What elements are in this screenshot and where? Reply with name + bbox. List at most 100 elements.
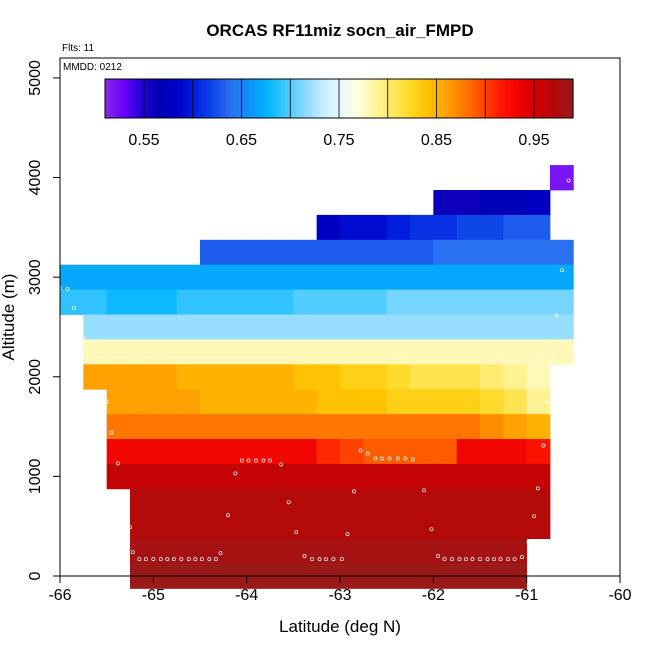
heatmap-cell [246, 439, 271, 465]
heatmap-cell [200, 364, 224, 390]
colorbar-tick-label: 0.85 [421, 132, 452, 149]
colorbar-segment [198, 79, 204, 118]
colorbar-segment [163, 79, 168, 118]
heatmap-cell [246, 463, 271, 490]
heatmap-cell [550, 314, 574, 340]
x-axis-title: Latitude (deg N) [279, 617, 401, 636]
x-tick-label: -61 [515, 587, 538, 604]
heatmap-cell [456, 289, 481, 315]
colorbar-segment [307, 79, 313, 118]
colorbar-segment [342, 79, 348, 118]
heatmap-cell [176, 314, 201, 340]
heatmap-cell [503, 214, 528, 241]
flight-track-point [233, 471, 238, 476]
heatmap-cell [433, 389, 458, 415]
heatmap-cell [340, 389, 364, 415]
flight-track-point [115, 461, 120, 466]
colorbar-segment [210, 79, 215, 118]
heatmap-cell [106, 314, 131, 340]
heatmap-cell [386, 364, 411, 390]
heatmap-cell [316, 488, 341, 515]
heatmap-cell [340, 414, 364, 440]
flight-track-point [179, 557, 184, 562]
colorbar-segment [151, 79, 157, 118]
colorbar-segment [448, 79, 453, 118]
heatmap-cell [223, 538, 248, 564]
colorbar-segment [389, 79, 395, 118]
heatmap-cell [130, 389, 154, 415]
colorbar-segment [374, 79, 379, 118]
heatmap-cell [270, 289, 294, 315]
colorbar-segment [405, 79, 410, 118]
heatmap-cell [433, 339, 458, 365]
heatmap-cell [270, 339, 294, 365]
heatmap-cell [340, 538, 364, 564]
heatmap-cell [130, 414, 154, 440]
heatmap-cell [340, 214, 364, 241]
heatmap-cell [153, 314, 178, 340]
flight-track-point [310, 557, 314, 562]
heatmap-cell [223, 463, 248, 490]
colorbar-segment [222, 79, 227, 118]
flight-track-point [193, 557, 198, 562]
heatmap-cell [316, 314, 341, 340]
flight-track-point [128, 525, 132, 530]
heatmap-cell [363, 488, 388, 515]
heatmap-cell [433, 513, 458, 540]
flight-track-point [151, 557, 156, 562]
heatmap-cell [340, 339, 364, 365]
heatmap-cell [550, 264, 574, 290]
heatmap-cell [456, 488, 481, 515]
flight-track-point [506, 557, 510, 562]
colorbar-segment [549, 79, 555, 118]
heatmap-cell [433, 189, 458, 216]
flight-track-point [429, 527, 434, 532]
heatmap-cell [316, 439, 341, 465]
heatmap-cell [410, 239, 434, 266]
heatmap-cell [480, 364, 504, 390]
colorbar-segment [108, 79, 114, 118]
heatmap-cell [270, 389, 294, 415]
x-tick-label: -62 [422, 587, 445, 604]
colorbar-segment [413, 79, 418, 118]
heatmap-cell [176, 364, 201, 390]
colorbar-segment [167, 79, 172, 118]
heatmap-cell [363, 314, 388, 340]
colorbar-segment [502, 79, 508, 118]
colorbar-segment [537, 79, 543, 118]
heatmap-cell [316, 289, 341, 315]
heatmap-cell [503, 189, 528, 216]
heatmap-cell [480, 513, 504, 540]
heatmap-cell [480, 538, 504, 564]
heatmap-cell [200, 414, 224, 440]
heatmap-cell [410, 414, 434, 440]
heatmap-cell [526, 189, 551, 216]
heatmap-cell [293, 389, 318, 415]
heatmap-cell [130, 538, 154, 564]
heatmap-cell [503, 439, 528, 465]
heatmap-cell [153, 389, 178, 415]
colorbar-segment [120, 79, 126, 118]
heatmap-cell [410, 214, 434, 241]
colorbar-segment [487, 79, 492, 118]
heatmap-cell [153, 538, 178, 564]
colorbar-segment [241, 79, 246, 118]
heatmap-cell [270, 314, 294, 340]
colorbar-segment [518, 79, 523, 118]
heatmap-cell [246, 339, 271, 365]
heatmap-cell [386, 488, 411, 515]
heatmap-cell [246, 289, 271, 315]
heatmap-cell [130, 289, 154, 315]
x-tick-label: -65 [142, 587, 165, 604]
heatmap-cell [386, 314, 411, 340]
colorbar-segment [393, 79, 399, 118]
heatmap-cell [106, 264, 131, 290]
flight-track-point [254, 458, 258, 463]
flight-track-point [566, 178, 571, 183]
colorbar-segment [105, 79, 110, 118]
colorbar-segment [202, 79, 207, 118]
heatmap-cell [270, 538, 294, 564]
heatmap-cell [130, 339, 154, 365]
colorbar-segment [424, 79, 430, 118]
